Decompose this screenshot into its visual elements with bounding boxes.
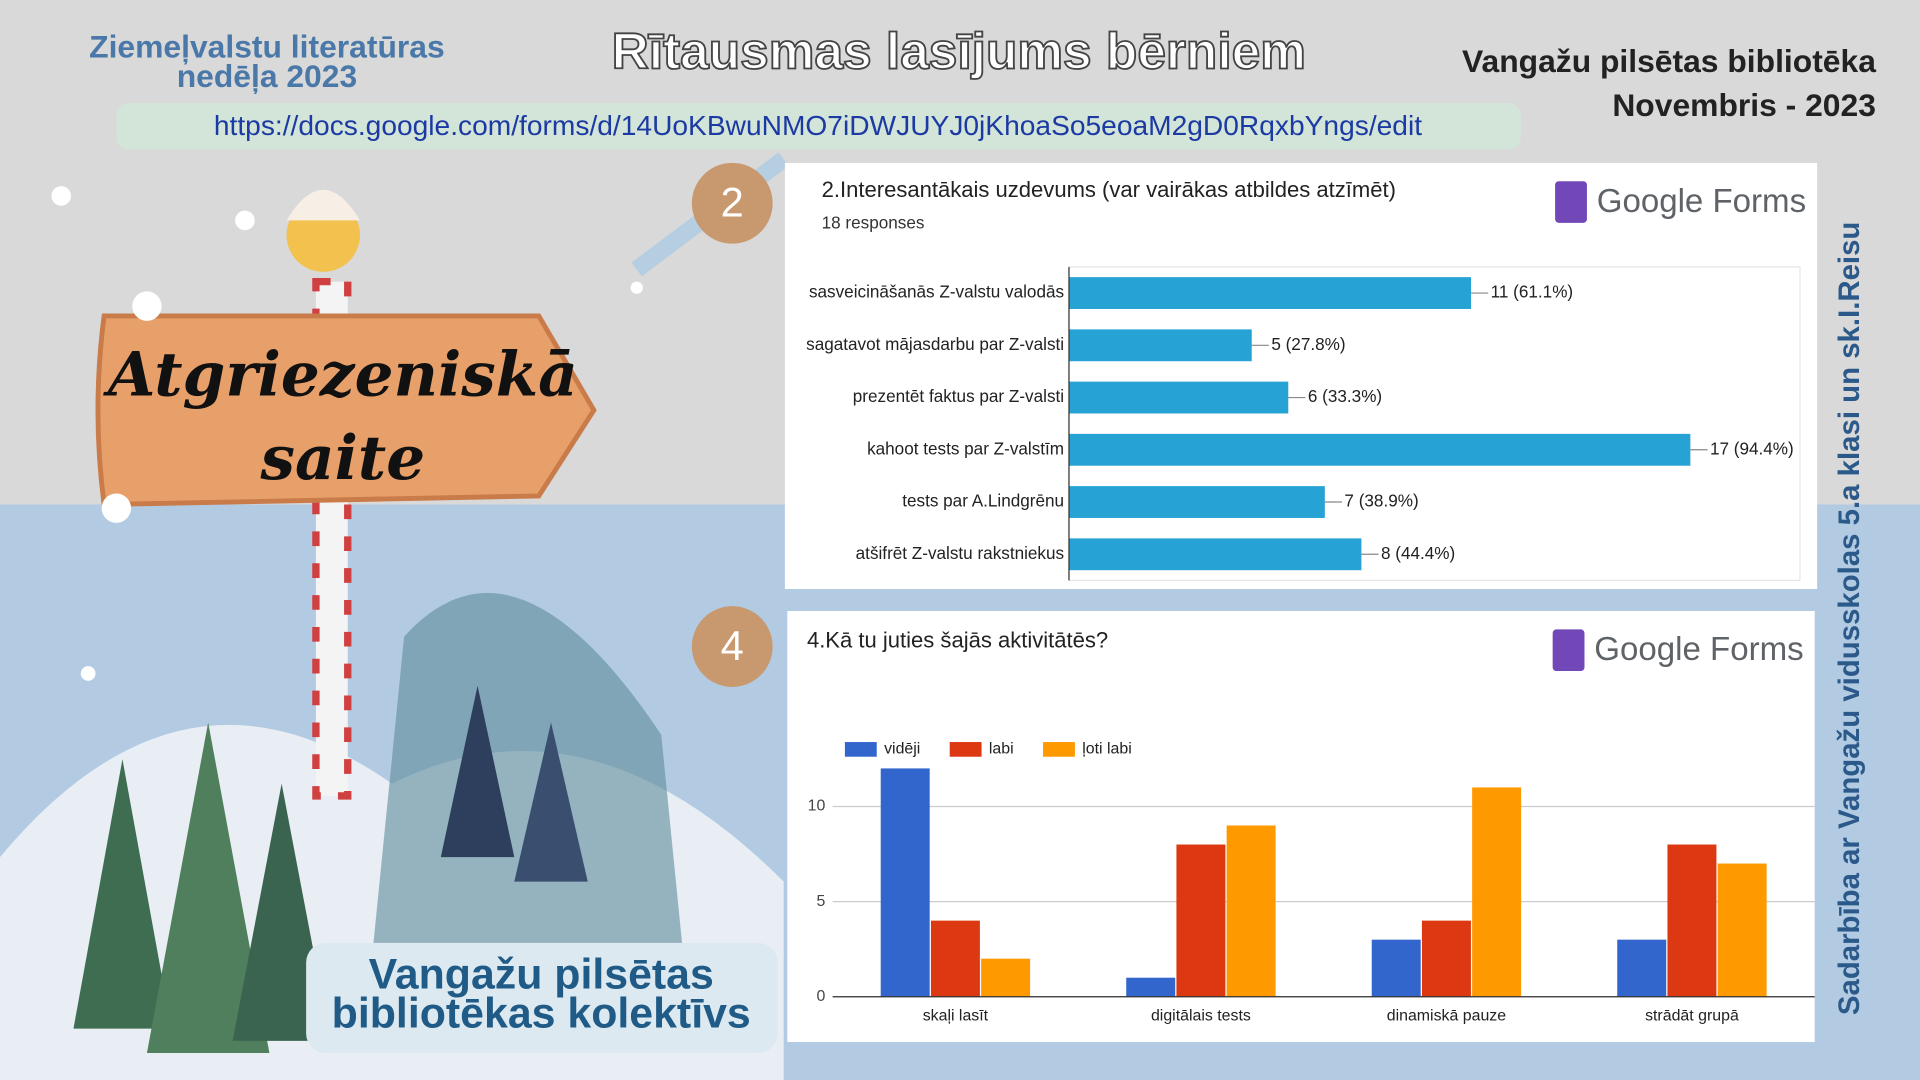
x-tick-label: strādāt grupā: [1645, 1008, 1739, 1025]
bar: [1617, 939, 1667, 997]
bar: [1667, 844, 1717, 997]
legend-label: vidēji: [884, 741, 920, 758]
bar: [1068, 538, 1362, 571]
legend-label: labi: [989, 741, 1014, 758]
chart-panel: [784, 162, 1818, 589]
bar: [1068, 433, 1691, 466]
badge: [691, 606, 773, 687]
value-label: 7 (38.9%): [1344, 491, 1418, 511]
category-label: atšifrēt Z-valstu rakstniekus: [856, 543, 1064, 563]
category-label: prezentēt faktus par Z-valsti: [853, 386, 1064, 406]
bar: [1176, 844, 1226, 997]
value-label: 8 (44.4%): [1381, 543, 1455, 563]
bar: [1126, 977, 1176, 997]
chart-title: 2.Interesantākais uzdevums (var vairākas…: [822, 177, 1396, 202]
category-label: tests par A.Lindgrēnu: [902, 491, 1064, 511]
sign-text: Atgriezeniskā: [103, 340, 578, 411]
bar: [1068, 381, 1289, 414]
legend-label: ļoti labi: [1082, 741, 1132, 758]
footer-text: bibliotēkas kolektīvs: [332, 990, 751, 1038]
header-left: nedēļa 2023: [177, 58, 357, 94]
footer-box: [306, 942, 778, 1054]
badge-number: 4: [721, 622, 744, 669]
category-label: sasveicināšanās Z-valstu valodās: [809, 282, 1064, 302]
y-tick-label: 5: [816, 893, 825, 910]
poster-title: Rītausmas lasījums bērniem: [612, 22, 1306, 80]
badge: [691, 162, 773, 244]
header-right: Vangažu pilsētas bibliotēka: [1462, 43, 1876, 79]
category-label: sagatavot mājasdarbu par Z-valsti: [806, 334, 1064, 354]
value-label: 11 (61.1%): [1491, 282, 1574, 302]
bar: [1068, 329, 1252, 362]
brand-name: Google Forms: [1597, 183, 1806, 220]
form-url: https://docs.google.com/forms/d/14UoKBwu…: [214, 110, 1422, 141]
x-tick-label: skaļi lasīt: [923, 1008, 989, 1025]
bar: [1421, 920, 1471, 997]
bar: [1717, 863, 1767, 997]
bar: [981, 958, 1031, 997]
bar: [1068, 486, 1325, 518]
sign-text: saite: [260, 423, 426, 494]
category-label: kahoot tests par Z-valstīm: [867, 438, 1064, 458]
value-label: 6 (33.3%): [1308, 386, 1382, 406]
x-tick-label: digitālais tests: [1151, 1008, 1251, 1025]
legend-swatch: [949, 742, 982, 757]
header-left: Ziemeļvalstu literatūras: [89, 28, 445, 64]
chart-title: 4.Kā tu juties šajās aktivitātēs?: [807, 627, 1108, 652]
brand-icon: [1552, 629, 1585, 672]
bar: [1068, 277, 1472, 309]
bar: [1226, 825, 1276, 997]
legend-swatch: [844, 742, 877, 757]
url-pill: [116, 102, 1521, 150]
value-label: 17 (94.4%): [1710, 438, 1794, 458]
y-tick-label: 0: [816, 988, 825, 1005]
brand-icon: [1555, 181, 1587, 223]
decoration: [0, 152, 789, 1080]
value-label: 5 (27.8%): [1271, 334, 1345, 354]
legend-swatch: [1043, 742, 1075, 757]
bar: [1472, 787, 1522, 997]
header-right: Novembris - 2023: [1612, 87, 1876, 123]
badge-number: 2: [721, 179, 744, 226]
bar: [930, 920, 980, 997]
footer-text: Vangažu pilsētas: [369, 950, 714, 998]
x-tick-label: dinamiskā pauze: [1387, 1008, 1507, 1025]
bar: [1371, 939, 1421, 997]
brand-name: Google Forms: [1594, 631, 1803, 668]
bar: [880, 768, 930, 997]
chart-subtitle: 18 responses: [822, 213, 925, 233]
y-tick-label: 10: [808, 798, 826, 815]
side-text: Sadarbība ar Vangažu vidusskolas 5.a kla…: [1833, 222, 1866, 1015]
